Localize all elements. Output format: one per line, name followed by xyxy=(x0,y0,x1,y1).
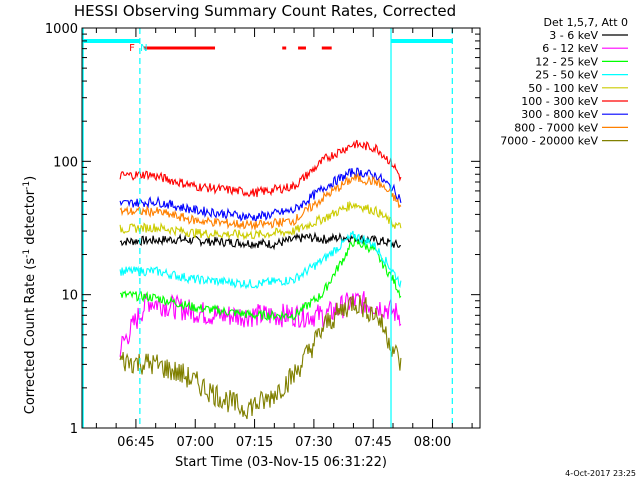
legend-label: 12 - 25 keV xyxy=(535,55,598,68)
y-axis-label-mid: detector xyxy=(23,189,38,249)
legend-label: 300 - 800 keV xyxy=(521,108,598,121)
y-axis-label-exp2: -1 xyxy=(22,181,32,190)
y-tick-label: 10 xyxy=(61,289,78,304)
series-line-3 xyxy=(119,230,402,290)
series-line-2 xyxy=(120,237,402,322)
flag-marker-f: F xyxy=(129,43,135,54)
legend-header: Det 1,5,7, Att 0 xyxy=(544,16,628,29)
x-tick-label: 07:15 xyxy=(236,435,273,450)
y-axis-label: Corrected Count Rate (s-1 detector-1) xyxy=(22,176,38,414)
footer-date: 4-Oct-2017 23:25 xyxy=(565,469,636,478)
plot-frame xyxy=(81,27,481,429)
x-axis-label: Start Time (03-Nov-15 06:31:22) xyxy=(175,455,387,470)
y-axis-label-exp1: -1 xyxy=(22,249,32,258)
y-axis-label-close: ) xyxy=(23,176,38,181)
legend-label: 100 - 300 keV xyxy=(521,95,598,108)
series-line-1 xyxy=(119,291,402,357)
x-tick-label: 07:00 xyxy=(177,435,214,450)
y-axis-label-main: Corrected Count Rate (s xyxy=(23,258,38,415)
y-tick-label: 1 xyxy=(70,422,78,437)
series-line-6 xyxy=(119,167,402,223)
x-tick-label: 08:00 xyxy=(414,435,451,450)
series-line-4 xyxy=(119,200,402,241)
y-tick-label: 1000 xyxy=(45,22,78,37)
series-line-8 xyxy=(119,295,402,420)
x-axis-ticks: 06:45 07:00 07:15 07:30 07:45 08:00 xyxy=(95,28,473,450)
legend-label: 7000 - 20000 keV xyxy=(500,135,598,148)
y-axis-ticks: 1 10 100 1000 xyxy=(45,22,480,437)
legend-label: 3 - 6 keV xyxy=(549,29,598,42)
x-tick-label: 07:45 xyxy=(354,435,391,450)
series-line-7 xyxy=(119,172,402,231)
chart-title: HESSI Observing Summary Count Rates, Cor… xyxy=(74,2,456,20)
legend-label: 50 - 100 keV xyxy=(528,82,598,95)
series-line-5 xyxy=(119,139,402,198)
x-tick-label: 06:45 xyxy=(117,435,154,450)
series-layer xyxy=(119,139,402,420)
legend-label: 25 - 50 keV xyxy=(535,69,598,82)
y-tick-label: 100 xyxy=(53,155,78,170)
legend-label: 6 - 12 keV xyxy=(542,42,598,55)
x-tick-label: 07:30 xyxy=(295,435,332,450)
flag-marker-n: N xyxy=(140,43,147,54)
legend-label: 800 - 7000 keV xyxy=(514,121,598,134)
